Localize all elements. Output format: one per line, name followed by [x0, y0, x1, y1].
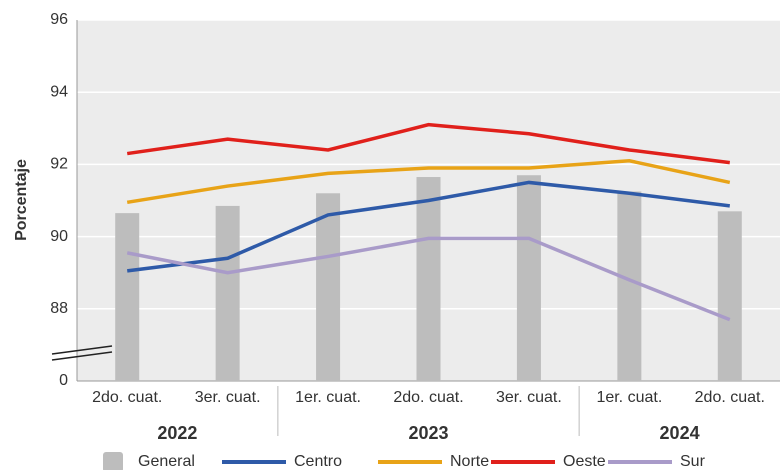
bar: [115, 213, 140, 381]
y-tick-label: 94: [50, 83, 68, 100]
legend-label: Oeste: [563, 453, 606, 470]
line: [126, 180, 731, 273]
y-tick-label: 92: [50, 156, 68, 173]
bar: [416, 177, 441, 381]
x-tick-label: 3er. cuat.: [195, 389, 261, 406]
y-tick-label: 96: [50, 11, 68, 28]
group-label: 2024: [660, 423, 700, 443]
legend-label: General: [138, 453, 195, 470]
x-tick-label: 2do. cuat.: [393, 389, 463, 406]
bar: [717, 211, 742, 381]
x-tick-label: 2do. cuat.: [695, 389, 765, 406]
bar: [617, 191, 642, 381]
axis-break: [51, 351, 113, 361]
y-axis-label: Porcentaje: [13, 159, 30, 241]
x-tick-label: 1er. cuat.: [596, 389, 662, 406]
group-label: 2022: [157, 423, 197, 443]
axis-break: [51, 345, 113, 355]
x-tick-label: 3er. cuat.: [496, 389, 562, 406]
legend-label: Centro: [294, 453, 342, 470]
y-tick-label: 90: [50, 228, 68, 245]
x-tick-label: 1er. cuat.: [295, 389, 361, 406]
legend-label: Norte: [450, 453, 489, 470]
line: [126, 159, 731, 205]
y-tick-label: 88: [50, 300, 68, 317]
y-tick-label: 0: [59, 372, 68, 389]
legend-swatch: [103, 452, 123, 470]
line: [126, 122, 731, 165]
x-tick-label: 2do. cuat.: [92, 389, 162, 406]
bar: [316, 193, 341, 381]
group-label: 2023: [408, 423, 448, 443]
bar: [516, 175, 541, 381]
line: [126, 236, 731, 322]
legend-label: Sur: [680, 453, 706, 470]
bar: [215, 205, 240, 381]
